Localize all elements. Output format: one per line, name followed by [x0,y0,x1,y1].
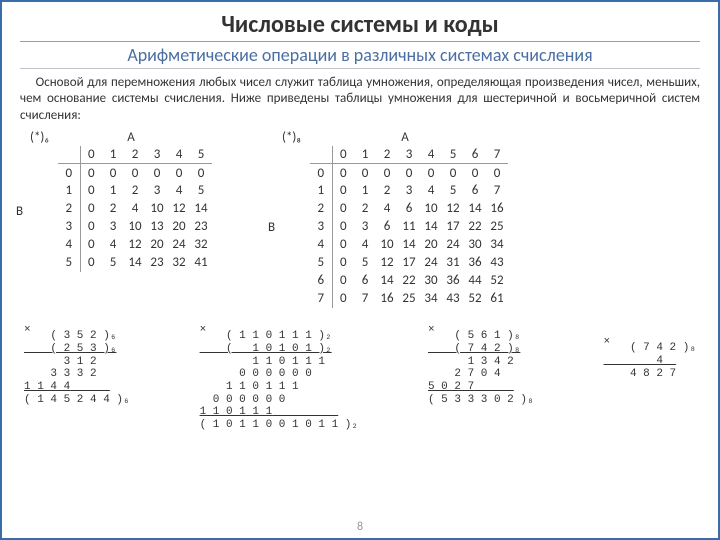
m3b-top: ( 7 4 2 )₈ [604,342,696,354]
m3b-aux: 4 [604,355,663,367]
m1-p1: 3 1 2 [37,356,96,368]
longmult-2: × ( 1 1 0 1 1 1 )₂ ( 1 0 1 0 1 )₂ 1 1 0 … [200,318,358,444]
page-title: Числовые системы и коды [20,10,700,39]
m1-top: ( 3 5 2 )₆ [24,330,116,342]
longmult-1: × ( 3 5 2 )₆ ( 2 5 3 )₆ 3 1 2 3 3 3 2 1 … [24,318,130,419]
m3b-res: 4 8 2 7 [604,368,677,380]
table8-mark: (*)₈ [282,130,301,145]
m2-p4: 0 0 0 0 0 0 [200,394,286,406]
m2-bot: ( 1 0 1 0 1 )₂ [200,343,332,355]
m1-p3: 1 1 4 4 [24,381,70,393]
mul-sign: × [200,324,207,337]
m3-top: ( 5 6 1 )₈ [428,330,520,342]
table6-b-label: B [16,204,23,219]
m2-p3: 1 1 0 1 1 1 [200,381,299,393]
longmult-3: × ( 5 6 1 )₈ ( 7 4 2 )₈ 1 3 4 2 2 7 0 4 … [428,318,534,419]
table6-wrapper: (*)₆ A B 0123450000000101234520241012143… [30,130,212,308]
page-number: 8 [357,520,363,534]
table6-a-label: A [127,130,135,145]
longmult-row: × ( 3 5 2 )₆ ( 2 5 3 )₆ 3 1 2 3 3 3 2 1 … [20,318,700,444]
m2-p2: 0 0 0 0 0 0 [200,368,312,380]
tables-row: (*)₆ A B 0123450000000101234520241012143… [30,130,700,308]
intro-paragraph: Основой для перемножения любых чисел слу… [20,75,700,124]
m3-p2: 2 7 0 4 [441,368,500,380]
m3-p3: 5 0 2 7 [428,381,474,393]
mult-table-8: 0123456700000000010123456720246101214163… [310,146,508,308]
m1-p2: 3 3 3 2 [37,368,96,380]
divider-sub [20,68,700,69]
mul-sign: × [24,324,31,337]
table6-mark: (*)₆ [30,130,49,145]
m1-bot: ( 2 5 3 )₆ [24,343,116,355]
longmult-3b: × ( 7 4 2 )₈ 4 4 8 2 7 [604,330,696,393]
m3-res: ( 5 3 3 3 0 2 )₈ [428,394,534,406]
table8-wrapper: (*)₈ A B 0123456700000000010123456720246… [282,130,508,308]
m2-top: ( 1 1 0 1 1 1 )₂ [200,330,332,342]
m3-p1: 1 3 4 2 [441,356,514,368]
table8-b-label: B [268,220,275,235]
divider-top [20,41,700,42]
m2-p1: 1 1 0 1 1 1 [200,356,325,368]
table8-a-label: A [401,130,409,145]
m3-bot: ( 7 4 2 )₈ [428,343,520,355]
mult-table-6: 0123450000000101234520241012143031013202… [58,146,212,272]
mul-sign: × [604,336,611,349]
page-subtitle: Арифметические операции в различных сист… [20,44,700,66]
m2-res: ( 1 0 1 1 0 0 1 0 1 1 )₂ [200,419,358,431]
mul-sign: × [428,324,435,337]
m1-res: ( 1 4 5 2 4 4 )₆ [24,394,130,406]
m2-p5: 1 1 0 1 1 1 [200,406,273,418]
